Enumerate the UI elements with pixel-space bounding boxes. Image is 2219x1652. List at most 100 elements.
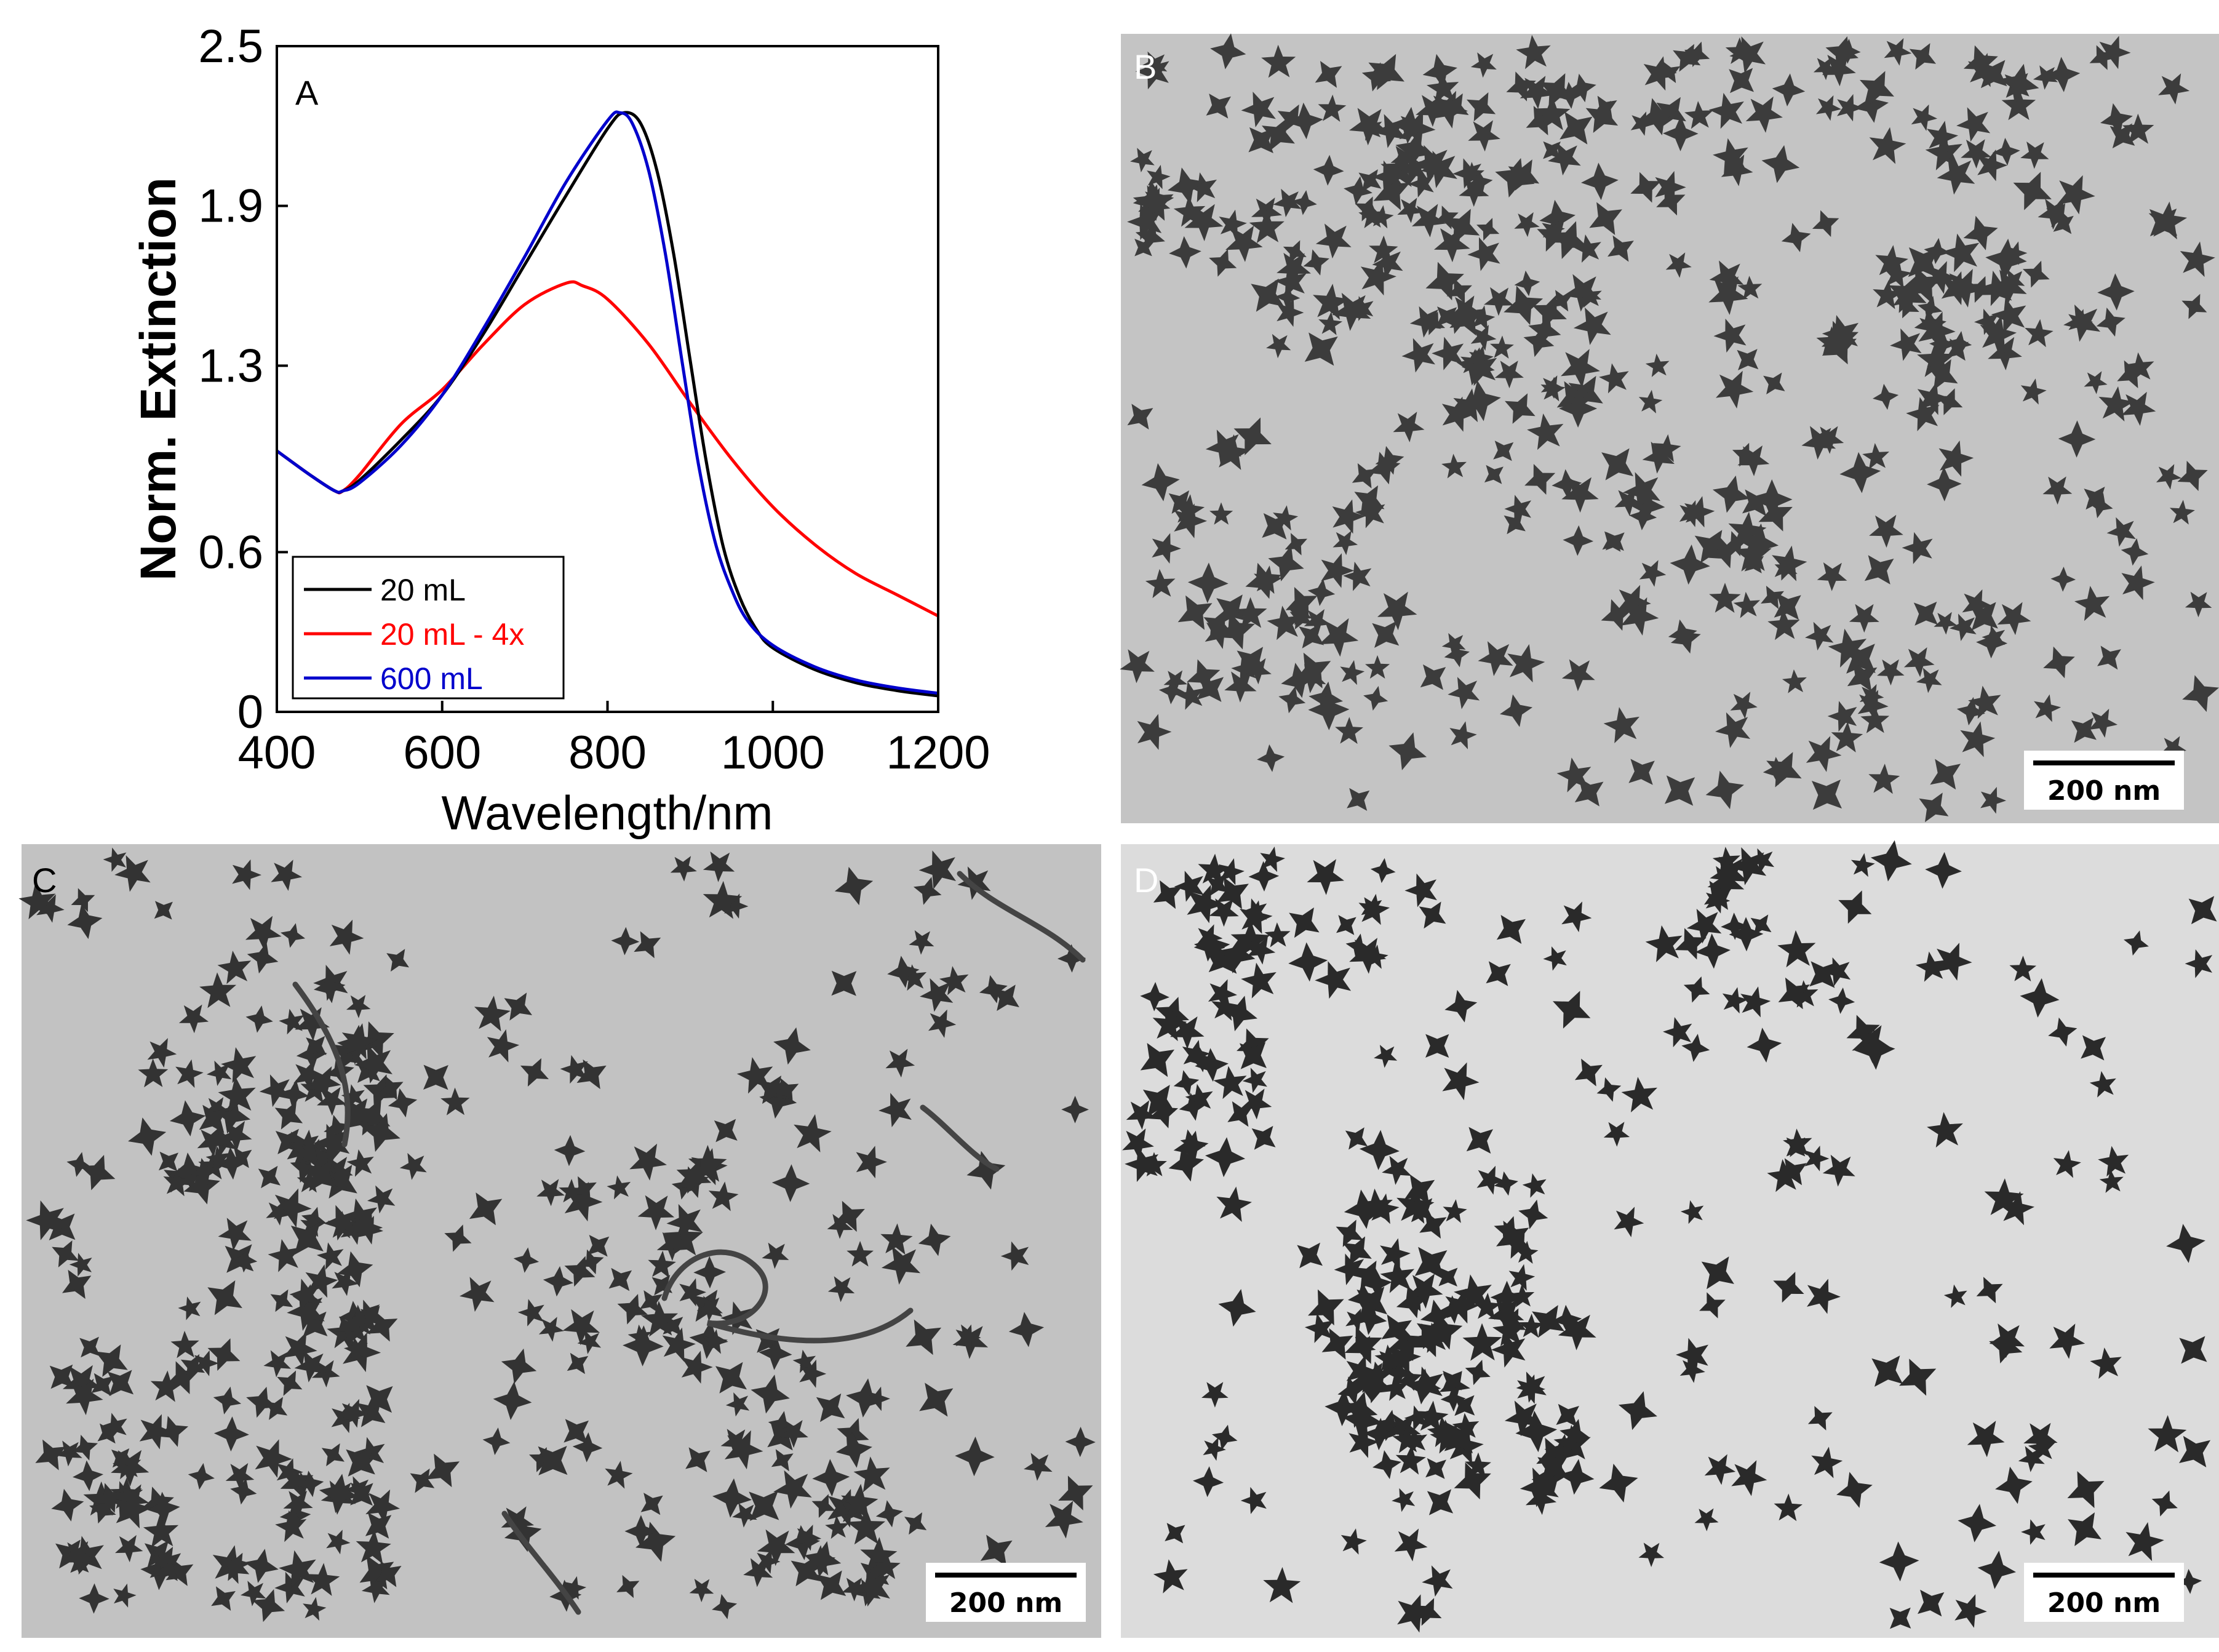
nanostar-particle: [275, 1510, 307, 1542]
panel-b-label: B: [1134, 47, 1157, 86]
nanostar-particle: [1934, 612, 1958, 635]
nanostar-particle: [635, 1522, 676, 1562]
nanostar-particle: [73, 1460, 103, 1491]
nanostar-particle: [1686, 909, 1722, 944]
nanostar-particle: [233, 1248, 258, 1273]
nanostar-particle: [1446, 278, 1472, 304]
nanostar-particle: [321, 1443, 345, 1467]
nanostar-particle: [543, 1266, 574, 1297]
nanostar-particle: [1642, 441, 1675, 474]
nanostar-particle: [517, 1299, 544, 1327]
nanostar-particle: [1680, 1200, 1704, 1224]
nanostar-particle: [1438, 1267, 1458, 1287]
nanostar-particle: [1352, 463, 1377, 489]
nanostar-particle: [1532, 295, 1567, 330]
nanostar-particle: [213, 1386, 242, 1415]
nanostar-particle: [1308, 1289, 1344, 1326]
nanostar-particle: [410, 1468, 435, 1493]
nanostar-particle: [1251, 1125, 1276, 1150]
nanostar-particle: [1809, 961, 1836, 988]
panel-a-label: A: [295, 73, 319, 112]
nanostar-particle: [1496, 915, 1526, 944]
nanostar-particle: [1505, 393, 1536, 424]
nanostar-particle: [1470, 325, 1497, 351]
nanostar-particle: [218, 1218, 252, 1251]
nanostar-particle: [2125, 1522, 2164, 1562]
nanostar-particle: [271, 860, 303, 891]
nanostar-particle: [1237, 647, 1267, 677]
nanostar-particle: [2098, 36, 2131, 70]
nanostar-particle: [2053, 1150, 2081, 1178]
nanostar-particle: [1466, 1127, 1493, 1154]
nanostar-particle: [1127, 404, 1153, 430]
nanostar-particle: [576, 1059, 607, 1090]
nanostar-particle: [1173, 1070, 1200, 1096]
nanostar-particle: [51, 1488, 84, 1522]
nanostar-particle: [966, 1151, 1006, 1190]
nanostar-particle: [1380, 1238, 1411, 1270]
nanostar-particle: [1854, 88, 1889, 123]
nanostar-particle: [266, 1200, 292, 1226]
nanostar-particle: [1540, 377, 1566, 402]
nanostar-particle: [708, 1181, 739, 1211]
nanostar-particle: [1962, 589, 1993, 620]
nanostar-particle: [805, 1541, 842, 1578]
nanostar-particle: [1902, 532, 1933, 564]
nanostar-particle: [1449, 301, 1484, 336]
nanostar-particle: [220, 1120, 252, 1152]
nanostar-particle: [62, 1269, 92, 1299]
nanostar-particle: [2063, 305, 2101, 342]
nanostar-particle: [1307, 578, 1336, 606]
nanostar-particle: [1263, 1566, 1301, 1603]
nanostar-particle: [1248, 861, 1280, 892]
nanostar-particle: [1938, 440, 1974, 477]
nanostar-particle: [386, 949, 409, 972]
nanostar-particle: [1982, 625, 2006, 650]
nanostar-particle: [1491, 1331, 1526, 1368]
nanostar-particle: [1444, 989, 1478, 1023]
nanostar-particle: [1361, 62, 1392, 92]
nanostar-particle: [1467, 169, 1493, 195]
nanostar-particle: [1515, 1410, 1558, 1453]
nanostar-particle: [1460, 380, 1501, 421]
nanostar-particle: [354, 1212, 383, 1243]
nanostar-particle: [1493, 441, 1514, 461]
nanostar-particle: [1539, 73, 1574, 108]
nanostar-particle: [1807, 1279, 1841, 1314]
nanostar-particle: [749, 1491, 779, 1521]
nanostar-particle: [1401, 338, 1435, 373]
nanostar-particle: [279, 1550, 316, 1589]
nanostar-particle: [1827, 701, 1857, 732]
nanostar-particle: [1370, 858, 1396, 884]
nanostar-particle: [504, 1515, 542, 1552]
nanostar-particle: [1537, 220, 1569, 252]
nanostar-particle: [62, 1365, 102, 1402]
nanostar-particle: [567, 1352, 589, 1375]
nanostar-particle: [1552, 469, 1582, 500]
nanostar-particle: [880, 1223, 913, 1255]
nanostar-particle: [1855, 1029, 1895, 1070]
nanostar-particle: [2097, 273, 2135, 311]
nanostar-particle: [79, 1155, 116, 1191]
nanostar-particle: [1875, 245, 1908, 278]
nanostar-particle: [1492, 1314, 1526, 1346]
nanostar-particle: [113, 1583, 137, 1608]
nanostar-particle: [2089, 708, 2118, 738]
nanostar-particle: [1359, 1130, 1400, 1170]
nanostar-particle: [1860, 71, 1894, 106]
nanostar-particle: [2058, 420, 2096, 458]
nanostar-particle: [1772, 73, 1806, 106]
nanostar-particle: [1767, 1159, 1801, 1192]
nanostar-particle: [1536, 1437, 1571, 1473]
nanostar-particle: [1478, 641, 1513, 676]
nanostar-particle: [2025, 319, 2054, 348]
nanostar-particle: [1919, 792, 1949, 823]
nanostar-particle: [1133, 180, 1174, 221]
nanostar-particle: [1664, 775, 1695, 806]
nanostar-particle: [1514, 270, 1540, 297]
nanostar-particle: [1140, 982, 1169, 1012]
nanostar-particle: [693, 1256, 726, 1289]
nanostar-particle: [62, 1541, 96, 1574]
nanostar-particle: [180, 1354, 205, 1379]
nanostar-particle: [1758, 497, 1793, 532]
